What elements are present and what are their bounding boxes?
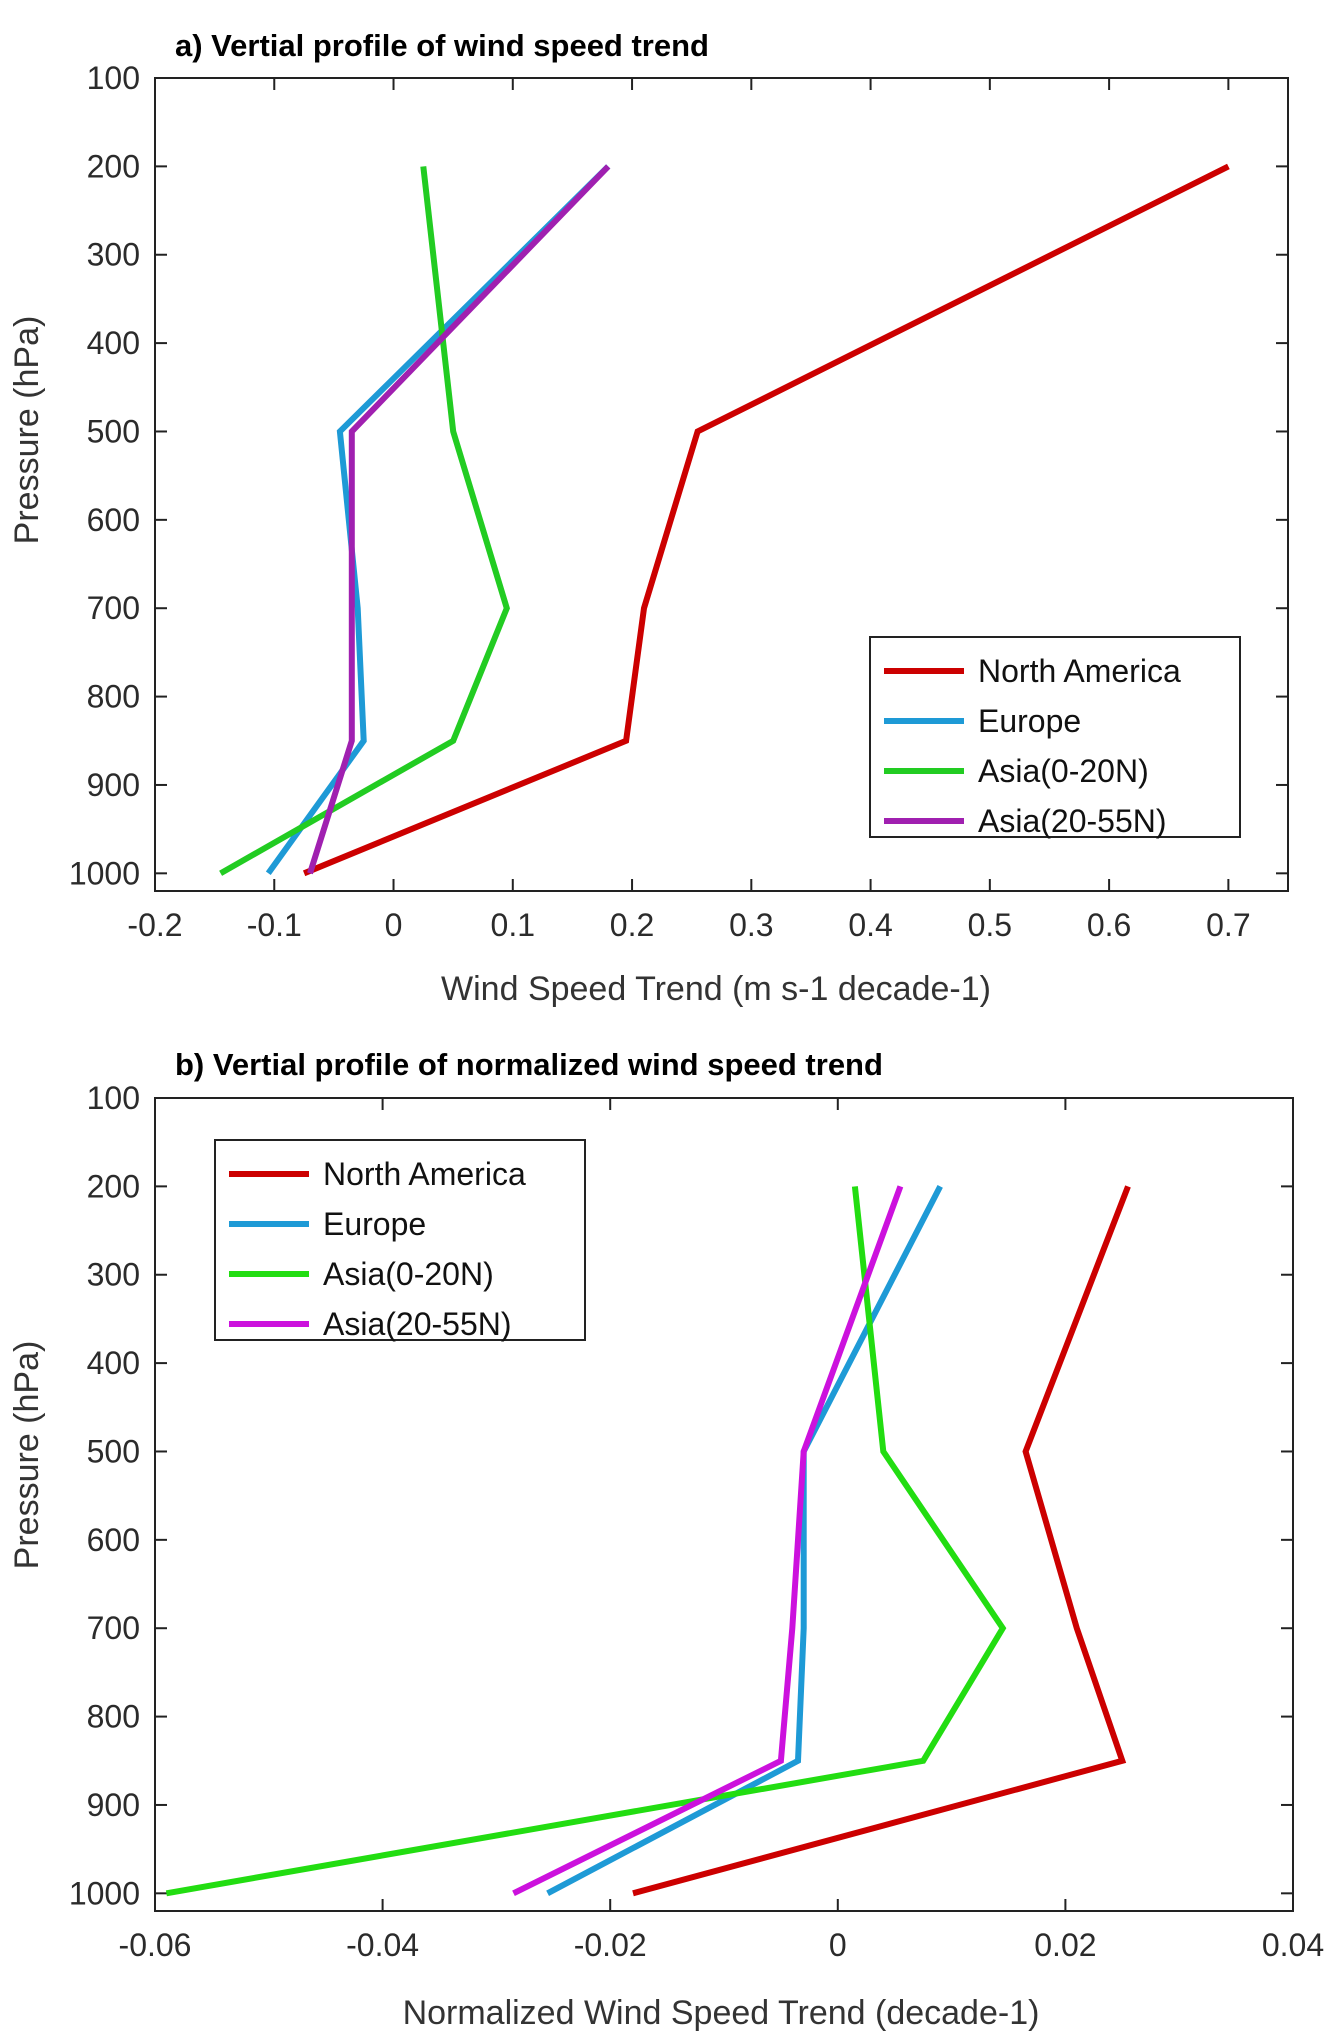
legend-label: Asia(20-55N) — [978, 803, 1167, 839]
panel-a-title: a) Vertial profile of wind speed trend — [175, 28, 709, 63]
y-tick-label: 200 — [87, 148, 140, 184]
x-tick-label: 0.1 — [491, 907, 535, 943]
x-tick-label: 0 — [385, 907, 403, 943]
legend-label: North America — [323, 1156, 526, 1192]
x-tick-label: 0.6 — [1087, 907, 1131, 943]
x-tick-label: -0.04 — [346, 1927, 419, 1963]
panel-b-y-axis-label: Pressure (hPa) — [8, 1341, 46, 1570]
legend-label: Asia(0-20N) — [323, 1256, 494, 1292]
legend-label: Europe — [323, 1206, 426, 1242]
x-tick-label: 0.02 — [1034, 1927, 1096, 1963]
panel-a-legend: North America Europe Asia(0-20N) Asia(20-55… — [869, 636, 1241, 839]
panel-b-xticks: -0.06 -0.04 -0.02 0 0.02 0.04 — [119, 1098, 1324, 1963]
x-tick-label: 0 — [829, 1927, 847, 1963]
series-line-north-america — [632, 1185, 1131, 1897]
y-tick-label: 600 — [87, 1522, 140, 1558]
y-tick-label: 800 — [87, 1699, 140, 1735]
panel-b-x-axis-label: Normalized Wind Speed Trend (decade-1) — [403, 1994, 1040, 2032]
panel-a-yticks: 100 200 300 400 500 600 700 800 900 1000 — [69, 60, 1288, 891]
series-line-asia-0-20n- — [165, 1186, 1007, 1897]
y-tick-label: 1000 — [69, 1875, 140, 1911]
panel-a-xticks: -0.2 -0.1 0 0.1 0.2 0.3 0.4 0.5 0.6 0.7 — [127, 78, 1251, 943]
panel-b-chart: b) Vertial profile of normalized wind sp… — [8, 1047, 1324, 2032]
panel-b-yticks: 100 200 300 400 500 600 700 800 900 1000 — [69, 1080, 1293, 1911]
y-tick-label: 500 — [87, 413, 140, 449]
legend-label: North America — [978, 653, 1181, 689]
y-tick-label: 300 — [87, 237, 140, 273]
x-tick-label: -0.2 — [127, 907, 182, 943]
panel-b-legend: North America Europe Asia(0-20N) Asia(20-55… — [214, 1139, 586, 1342]
y-tick-label: 900 — [87, 1787, 140, 1823]
series-line-asia-20-55n- — [512, 1185, 904, 1896]
panel-a-chart: a) Vertial profile of wind speed trend -… — [8, 28, 1289, 1008]
y-tick-label: 500 — [87, 1433, 140, 1469]
x-tick-label: 0.2 — [610, 907, 654, 943]
x-tick-label: -0.02 — [574, 1927, 647, 1963]
panel-b-series — [165, 1185, 1131, 1897]
y-tick-label: 800 — [87, 679, 140, 715]
y-tick-label: 100 — [87, 60, 140, 96]
x-tick-label: 0.04 — [1262, 1927, 1324, 1963]
y-tick-label: 1000 — [69, 855, 140, 891]
series-line-north-america — [302, 163, 1230, 877]
y-tick-label: 700 — [87, 590, 140, 626]
x-tick-label: 0.5 — [968, 907, 1012, 943]
y-tick-label: 100 — [87, 1080, 140, 1116]
y-tick-label: 900 — [87, 767, 140, 803]
legend-label: Asia(0-20N) — [978, 753, 1149, 789]
series-line-asia-0-20n- — [219, 166, 510, 876]
x-tick-label: 0.3 — [729, 907, 773, 943]
y-tick-label: 700 — [87, 1610, 140, 1646]
x-tick-label: 0.7 — [1206, 907, 1250, 943]
panel-a-series — [219, 163, 1230, 877]
series-line-europe — [546, 1185, 943, 1896]
x-tick-label: -0.1 — [247, 907, 302, 943]
legend-label: Europe — [978, 703, 1081, 739]
y-tick-label: 600 — [87, 502, 140, 538]
x-tick-label: -0.06 — [119, 1927, 192, 1963]
y-tick-label: 400 — [87, 1345, 140, 1381]
series-line-europe — [265, 164, 611, 876]
y-tick-label: 400 — [87, 325, 140, 361]
legend-label: Asia(20-55N) — [323, 1306, 512, 1342]
x-tick-label: 0.4 — [848, 907, 892, 943]
series-line-asia-20-55n- — [307, 164, 611, 875]
y-tick-label: 300 — [87, 1257, 140, 1293]
y-tick-label: 200 — [87, 1168, 140, 1204]
panel-a-x-axis-label: Wind Speed Trend (m s-1 decade-1) — [441, 970, 991, 1008]
panel-b-title: b) Vertial profile of normalized wind sp… — [175, 1047, 883, 1082]
panel-a-y-axis-label: Pressure (hPa) — [8, 316, 46, 545]
